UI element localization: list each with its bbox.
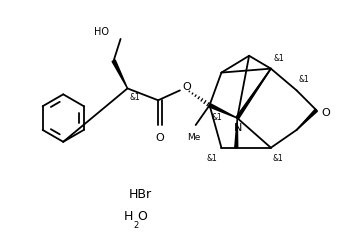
Polygon shape [209, 104, 237, 118]
Text: &1: &1 [273, 154, 284, 163]
Text: 2: 2 [133, 221, 139, 230]
Text: O: O [137, 210, 147, 223]
Text: HBr: HBr [129, 188, 152, 201]
Text: &1: &1 [212, 113, 222, 122]
Text: N: N [234, 123, 242, 133]
Text: &1: &1 [274, 54, 285, 63]
Polygon shape [236, 69, 271, 119]
Polygon shape [297, 109, 317, 130]
Polygon shape [112, 60, 128, 88]
Text: O: O [183, 82, 192, 92]
Polygon shape [235, 118, 238, 148]
Text: HO: HO [94, 27, 109, 37]
Text: H: H [124, 210, 133, 223]
Text: O: O [321, 108, 330, 118]
Text: &1: &1 [299, 75, 309, 84]
Text: &1: &1 [207, 154, 218, 163]
Text: Me: Me [187, 133, 200, 142]
Text: O: O [156, 133, 165, 143]
Text: &1: &1 [130, 93, 140, 102]
